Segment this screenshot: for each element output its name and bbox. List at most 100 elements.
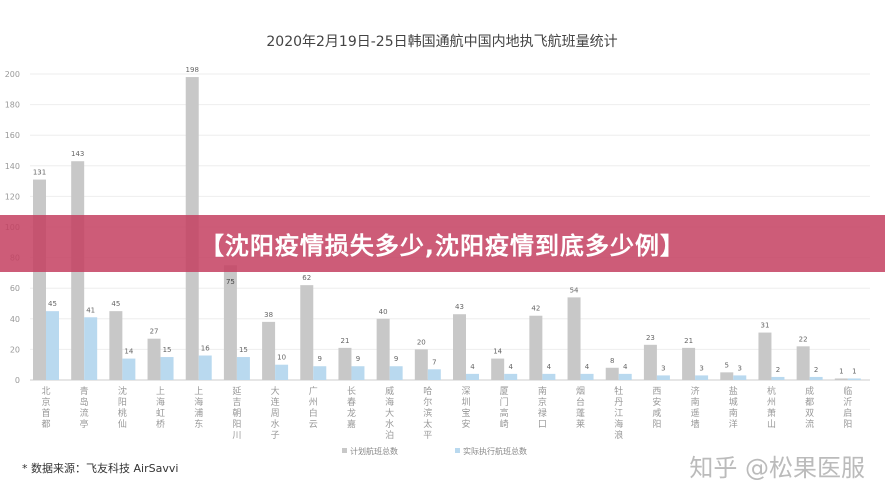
y-tick-label: 20 [10,345,20,354]
bar-actual [275,364,289,380]
x-tick-label: 成都双流 [805,385,814,430]
data-label: 9 [356,355,360,363]
x-tick-label: 大连周水子 [271,385,280,441]
data-label: 143 [71,150,84,158]
bar-actual [313,366,327,380]
data-label: 43 [455,303,464,311]
x-tick-label: 长春龙嘉 [347,385,356,430]
bar-actual [733,375,747,380]
x-tick-label: 北京首都 [41,386,50,430]
bar-planned [567,297,581,380]
data-label: 4 [547,363,552,371]
y-tick-label: 120 [5,192,20,201]
data-label: 9 [394,355,398,363]
bar-actual [656,375,670,380]
bar-actual [542,373,556,380]
data-label: 21 [340,337,349,345]
data-label: 5 [725,361,729,369]
bar-planned [338,347,352,380]
x-tick-label: 盐城南洋 [729,385,738,430]
x-tick-label: 临沂启阳 [843,385,852,430]
legend-label: 计划航班总数 [350,446,398,456]
x-tick-label: 青岛流亭 [80,385,89,430]
x-tick-label: 厦门高崎 [500,386,509,430]
data-label: 20 [417,338,426,346]
bar-actual [771,376,785,380]
legend-label: 实际执行航班总数 [463,446,527,456]
x-tick-label: 杭州萧山 [767,385,776,430]
data-label: 45 [111,300,120,308]
legend-swatch [342,448,347,453]
x-tick-label: 牡丹江海浪 [614,385,623,441]
data-label: 1 [852,367,856,375]
bar-planned [262,321,276,380]
data-label: 21 [684,337,693,345]
bar-actual [351,366,365,380]
bar-planned [682,347,696,380]
data-label: 2 [814,366,818,374]
data-label: 40 [379,308,388,316]
legend-swatch [455,448,460,453]
y-tick-label: 140 [5,162,20,171]
data-label: 9 [318,355,322,363]
data-label: 3 [699,364,703,372]
bar-planned [720,372,734,380]
bar-planned [796,346,810,380]
bar-planned [300,285,314,380]
y-tick-label: 160 [5,131,20,140]
bar-planned [758,332,772,380]
y-tick-label: 200 [5,70,20,79]
data-label: 62 [302,274,311,282]
bar-actual [160,357,174,380]
data-label: 42 [531,305,540,313]
bar-actual [695,375,709,380]
bar-actual [46,311,59,380]
bar-planned [414,349,428,380]
bar-actual [466,373,479,380]
data-label: 38 [264,311,273,319]
bar-actual [389,366,403,380]
data-label: 4 [470,363,475,371]
data-label: 8 [610,357,614,365]
data-label: 4 [508,363,513,371]
bar-actual [618,373,632,380]
data-label: 10 [277,354,286,362]
bar-actual [198,355,212,380]
data-label: 3 [738,364,742,372]
y-tick-label: 40 [10,315,20,324]
x-tick-label: 威海大水泊 [385,385,394,441]
bar-actual [122,358,136,380]
y-tick-label: 180 [5,101,20,110]
x-tick-label: 上海浦东 [194,386,203,430]
bar-actual [580,373,594,380]
bar-planned [223,265,237,380]
bar-planned [109,311,123,380]
bar-planned [491,358,505,380]
bar-planned [529,315,543,380]
data-label: 15 [163,346,172,354]
bar-planned [376,318,390,380]
data-label: 75 [226,278,235,286]
data-label: 27 [150,328,159,336]
data-source-note: * 数据来源：飞友科技 AirSavvi [22,462,179,475]
bar-actual [504,373,518,380]
x-tick-label: 广州白云 [309,385,318,430]
data-label: 3 [661,364,665,372]
bar-actual [236,357,250,380]
data-label: 131 [33,169,46,177]
x-tick-label: 南京禄口 [538,385,547,430]
bar-planned [147,338,161,380]
data-label: 1 [839,367,843,375]
x-tick-label: 烟台蓬莱 [576,385,585,430]
bar-actual [809,376,823,380]
bar-planned [605,367,619,380]
data-label: 14 [493,348,502,356]
chart-title: 2020年2月19日-25日韩国通航中国内地执飞航班量统计 [266,34,617,50]
data-label: 22 [799,335,808,343]
bar-planned [643,344,657,380]
data-label: 4 [585,363,590,371]
x-tick-label: 西安咸阳 [652,386,661,430]
data-label: 7 [432,358,436,366]
bar-actual [847,378,861,380]
bar-planned [33,179,46,380]
